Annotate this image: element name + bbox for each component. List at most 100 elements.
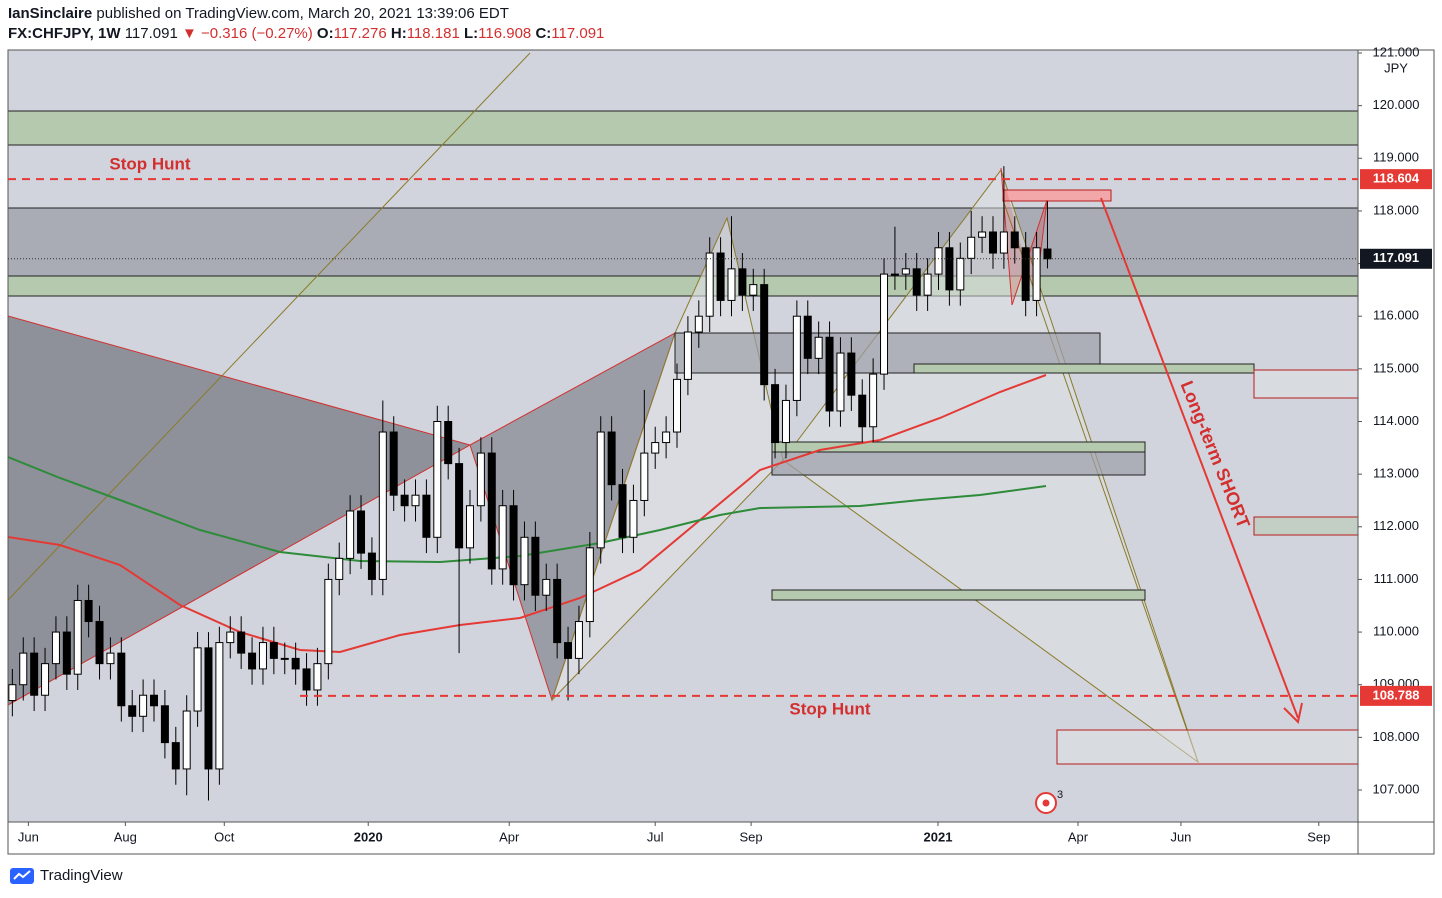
candle-body — [945, 247, 954, 291]
candle-body — [869, 373, 878, 428]
candle-body — [727, 268, 736, 301]
candle-body — [1010, 231, 1019, 249]
candle-body — [956, 257, 965, 291]
candle-body — [618, 484, 627, 538]
arrow-head — [1283, 702, 1303, 725]
y-tick-label: 115.000 — [1373, 360, 1419, 375]
price-tag-label: 117.091 — [1373, 250, 1419, 265]
arrow — [1100, 197, 1299, 719]
candle-body — [62, 631, 71, 675]
candle-body — [476, 452, 485, 507]
low-value: 116.908 — [478, 25, 532, 42]
candle-body — [139, 694, 148, 717]
price-tag — [1360, 685, 1432, 706]
drawings — [8, 52, 1358, 765]
candle-body — [1021, 247, 1030, 301]
high-value: 118.181 — [406, 25, 460, 42]
candle-body — [803, 315, 812, 359]
change: −0.316 (−0.27%) — [201, 25, 313, 42]
candle-body — [705, 252, 714, 317]
candle-body — [226, 631, 235, 644]
candle-body — [771, 384, 780, 444]
candle-body — [95, 621, 104, 665]
candle-body — [760, 284, 769, 386]
y-tick-label: 116.000 — [1373, 308, 1419, 323]
author: IanSinclaire — [8, 5, 93, 22]
y-tick-label: 113.000 — [1373, 466, 1419, 481]
candle-body — [967, 236, 976, 259]
x-tick-label: Apr — [1068, 829, 1089, 844]
candle-body — [8, 684, 17, 702]
candle-body — [1043, 248, 1052, 260]
candle-body — [836, 352, 845, 412]
target-box — [1253, 369, 1358, 399]
candle-body — [280, 657, 289, 660]
candle-body — [324, 578, 333, 665]
zone — [8, 207, 1358, 277]
x-tick-label: 2020 — [354, 829, 383, 844]
publish-line: IanSinclaire published on TradingView.co… — [8, 5, 509, 22]
published: published on TradingView.com, March 20, … — [96, 5, 509, 22]
candle-body — [41, 663, 50, 696]
candle-body — [150, 694, 159, 707]
down-arrow: ▼ — [181, 25, 197, 42]
candle-body — [433, 420, 442, 538]
moving-average — [8, 374, 1047, 654]
candle-body — [30, 652, 39, 696]
y-tick-label: 112.000 — [1373, 518, 1419, 533]
candle-body — [662, 431, 671, 444]
currency: JPY — [1384, 60, 1408, 75]
candle-body — [215, 642, 224, 770]
y-tick-label: 119.000 — [1373, 150, 1419, 165]
candle-body — [716, 252, 725, 301]
candle-body — [465, 505, 474, 549]
x-tick-label: Jun — [18, 829, 39, 844]
zone — [1002, 189, 1112, 202]
candle-body — [160, 705, 169, 744]
close-label: C: — [535, 25, 552, 42]
event-count: 3 — [1057, 789, 1063, 801]
open-value: 117.276 — [333, 25, 387, 42]
symbol: FX:CHFJPY, 1W — [8, 25, 121, 42]
y-tick-label: 111.000 — [1373, 571, 1418, 586]
candle-body — [596, 431, 605, 549]
candle-body — [531, 536, 540, 596]
candle-body — [792, 315, 801, 401]
candle-body — [749, 284, 758, 296]
candle-body — [106, 652, 115, 665]
y-tick-label: 110.000 — [1373, 624, 1419, 639]
x-tick-label: 2021 — [924, 829, 953, 844]
target-box — [1056, 729, 1358, 765]
candle-body — [814, 336, 823, 359]
last-price: 117.091 — [124, 25, 178, 42]
level-label: Stop Hunt — [789, 699, 871, 718]
y-tick-label: 107.000 — [1373, 781, 1420, 796]
candle-body — [890, 273, 899, 276]
x-tick-label: Sep — [740, 829, 763, 844]
candle-body — [51, 631, 60, 665]
candle-body — [683, 331, 692, 380]
level-label: Stop Hunt — [109, 155, 191, 174]
y-tick-label: 108.000 — [1373, 729, 1420, 744]
frame — [7, 49, 1435, 855]
candle-body — [912, 268, 921, 296]
low-label: L: — [463, 25, 479, 42]
price-tag-label: 118.604 — [1373, 171, 1420, 186]
candle-body — [825, 336, 834, 412]
series — [8, 166, 1052, 801]
x-tick-label: Jul — [647, 829, 664, 844]
candle-body — [117, 652, 126, 707]
candle-body — [988, 231, 997, 254]
open-label: O: — [316, 25, 334, 42]
x-tick-label: Apr — [499, 829, 520, 844]
candle-body — [411, 494, 420, 507]
zone — [8, 275, 1358, 297]
candle-body — [564, 642, 573, 659]
candle-body — [19, 652, 28, 686]
candle-body — [847, 352, 856, 396]
candle-body — [389, 431, 398, 496]
candle-body — [542, 578, 551, 596]
candle-body — [204, 647, 213, 770]
close-value: 117.091 — [551, 25, 605, 42]
